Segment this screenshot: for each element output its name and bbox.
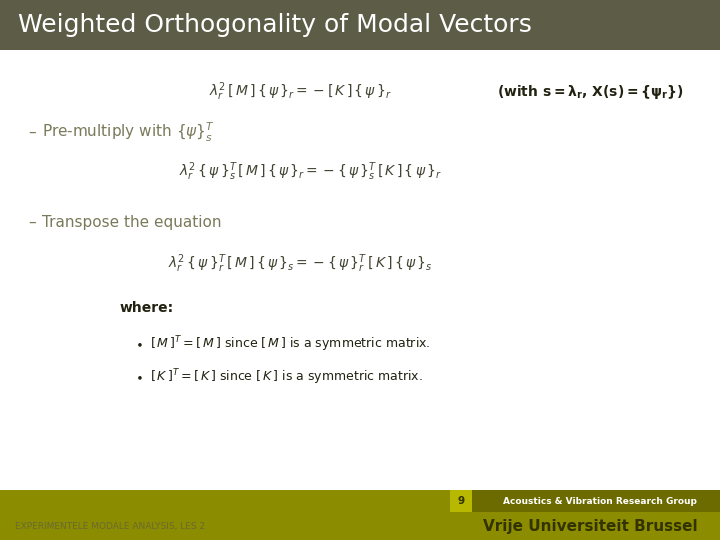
Text: Vrije Universiteit Brussel: Vrije Universiteit Brussel — [482, 518, 697, 534]
Text: EXPERIMENTELE MODALE ANALYSIS, LES 2: EXPERIMENTELE MODALE ANALYSIS, LES 2 — [15, 522, 205, 530]
Bar — [0, 0, 720, 50]
Text: $[\, K \,]^T = [\, K \,]$ since $[\, K \,]$ is a symmetric matrix.: $[\, K \,]^T = [\, K \,]$ since $[\, K \… — [150, 367, 423, 387]
Bar — [450, 490, 720, 512]
Text: (with $\mathbf{s = \lambda_r}$, $\mathbf{X(s) = \{\psi_r\}}$): (with $\mathbf{s = \lambda_r}$, $\mathbf… — [497, 83, 683, 101]
Text: $\lambda_r^2 \,\{\, \psi \,\}_r^T \,[\, M \,]\, \{\, \psi \,\}_s = -\{\, \psi \,: $\lambda_r^2 \,\{\, \psi \,\}_r^T \,[\, … — [168, 253, 432, 275]
Text: $\lambda_r^2 \,\{\, \psi \,\}_s^T \,[\, M \,]\, \{\, \psi \,\}_r = -\{\, \psi \,: $\lambda_r^2 \,\{\, \psi \,\}_s^T \,[\, … — [179, 161, 441, 183]
Bar — [450, 490, 472, 512]
Text: $\lambda_r^2 \,[\, M \,]\, \{\, \psi \,\}_r = -[\, K \,]\, \{\, \psi \,\}_r$: $\lambda_r^2 \,[\, M \,]\, \{\, \psi \,\… — [209, 80, 392, 103]
Text: $[\, M \,]^T = [\, M \,]$ since $[\, M \,]$ is a symmetric matrix.: $[\, M \,]^T = [\, M \,]$ since $[\, M \… — [150, 334, 431, 354]
Text: Acoustics & Vibration Research Group: Acoustics & Vibration Research Group — [503, 496, 697, 505]
Text: 9: 9 — [457, 496, 464, 506]
Text: –: – — [28, 125, 35, 139]
Text: –: – — [28, 214, 35, 230]
Text: $\bullet$: $\bullet$ — [135, 370, 143, 383]
Text: where:: where: — [120, 301, 174, 315]
Text: Transpose the equation: Transpose the equation — [42, 214, 222, 230]
Text: Weighted Orthogonality of Modal Vectors: Weighted Orthogonality of Modal Vectors — [18, 13, 532, 37]
Text: $\bullet$: $\bullet$ — [135, 338, 143, 350]
Bar — [0, 490, 720, 540]
Text: Pre-multiply with $\{\psi\}_s^T$: Pre-multiply with $\{\psi\}_s^T$ — [42, 120, 215, 144]
